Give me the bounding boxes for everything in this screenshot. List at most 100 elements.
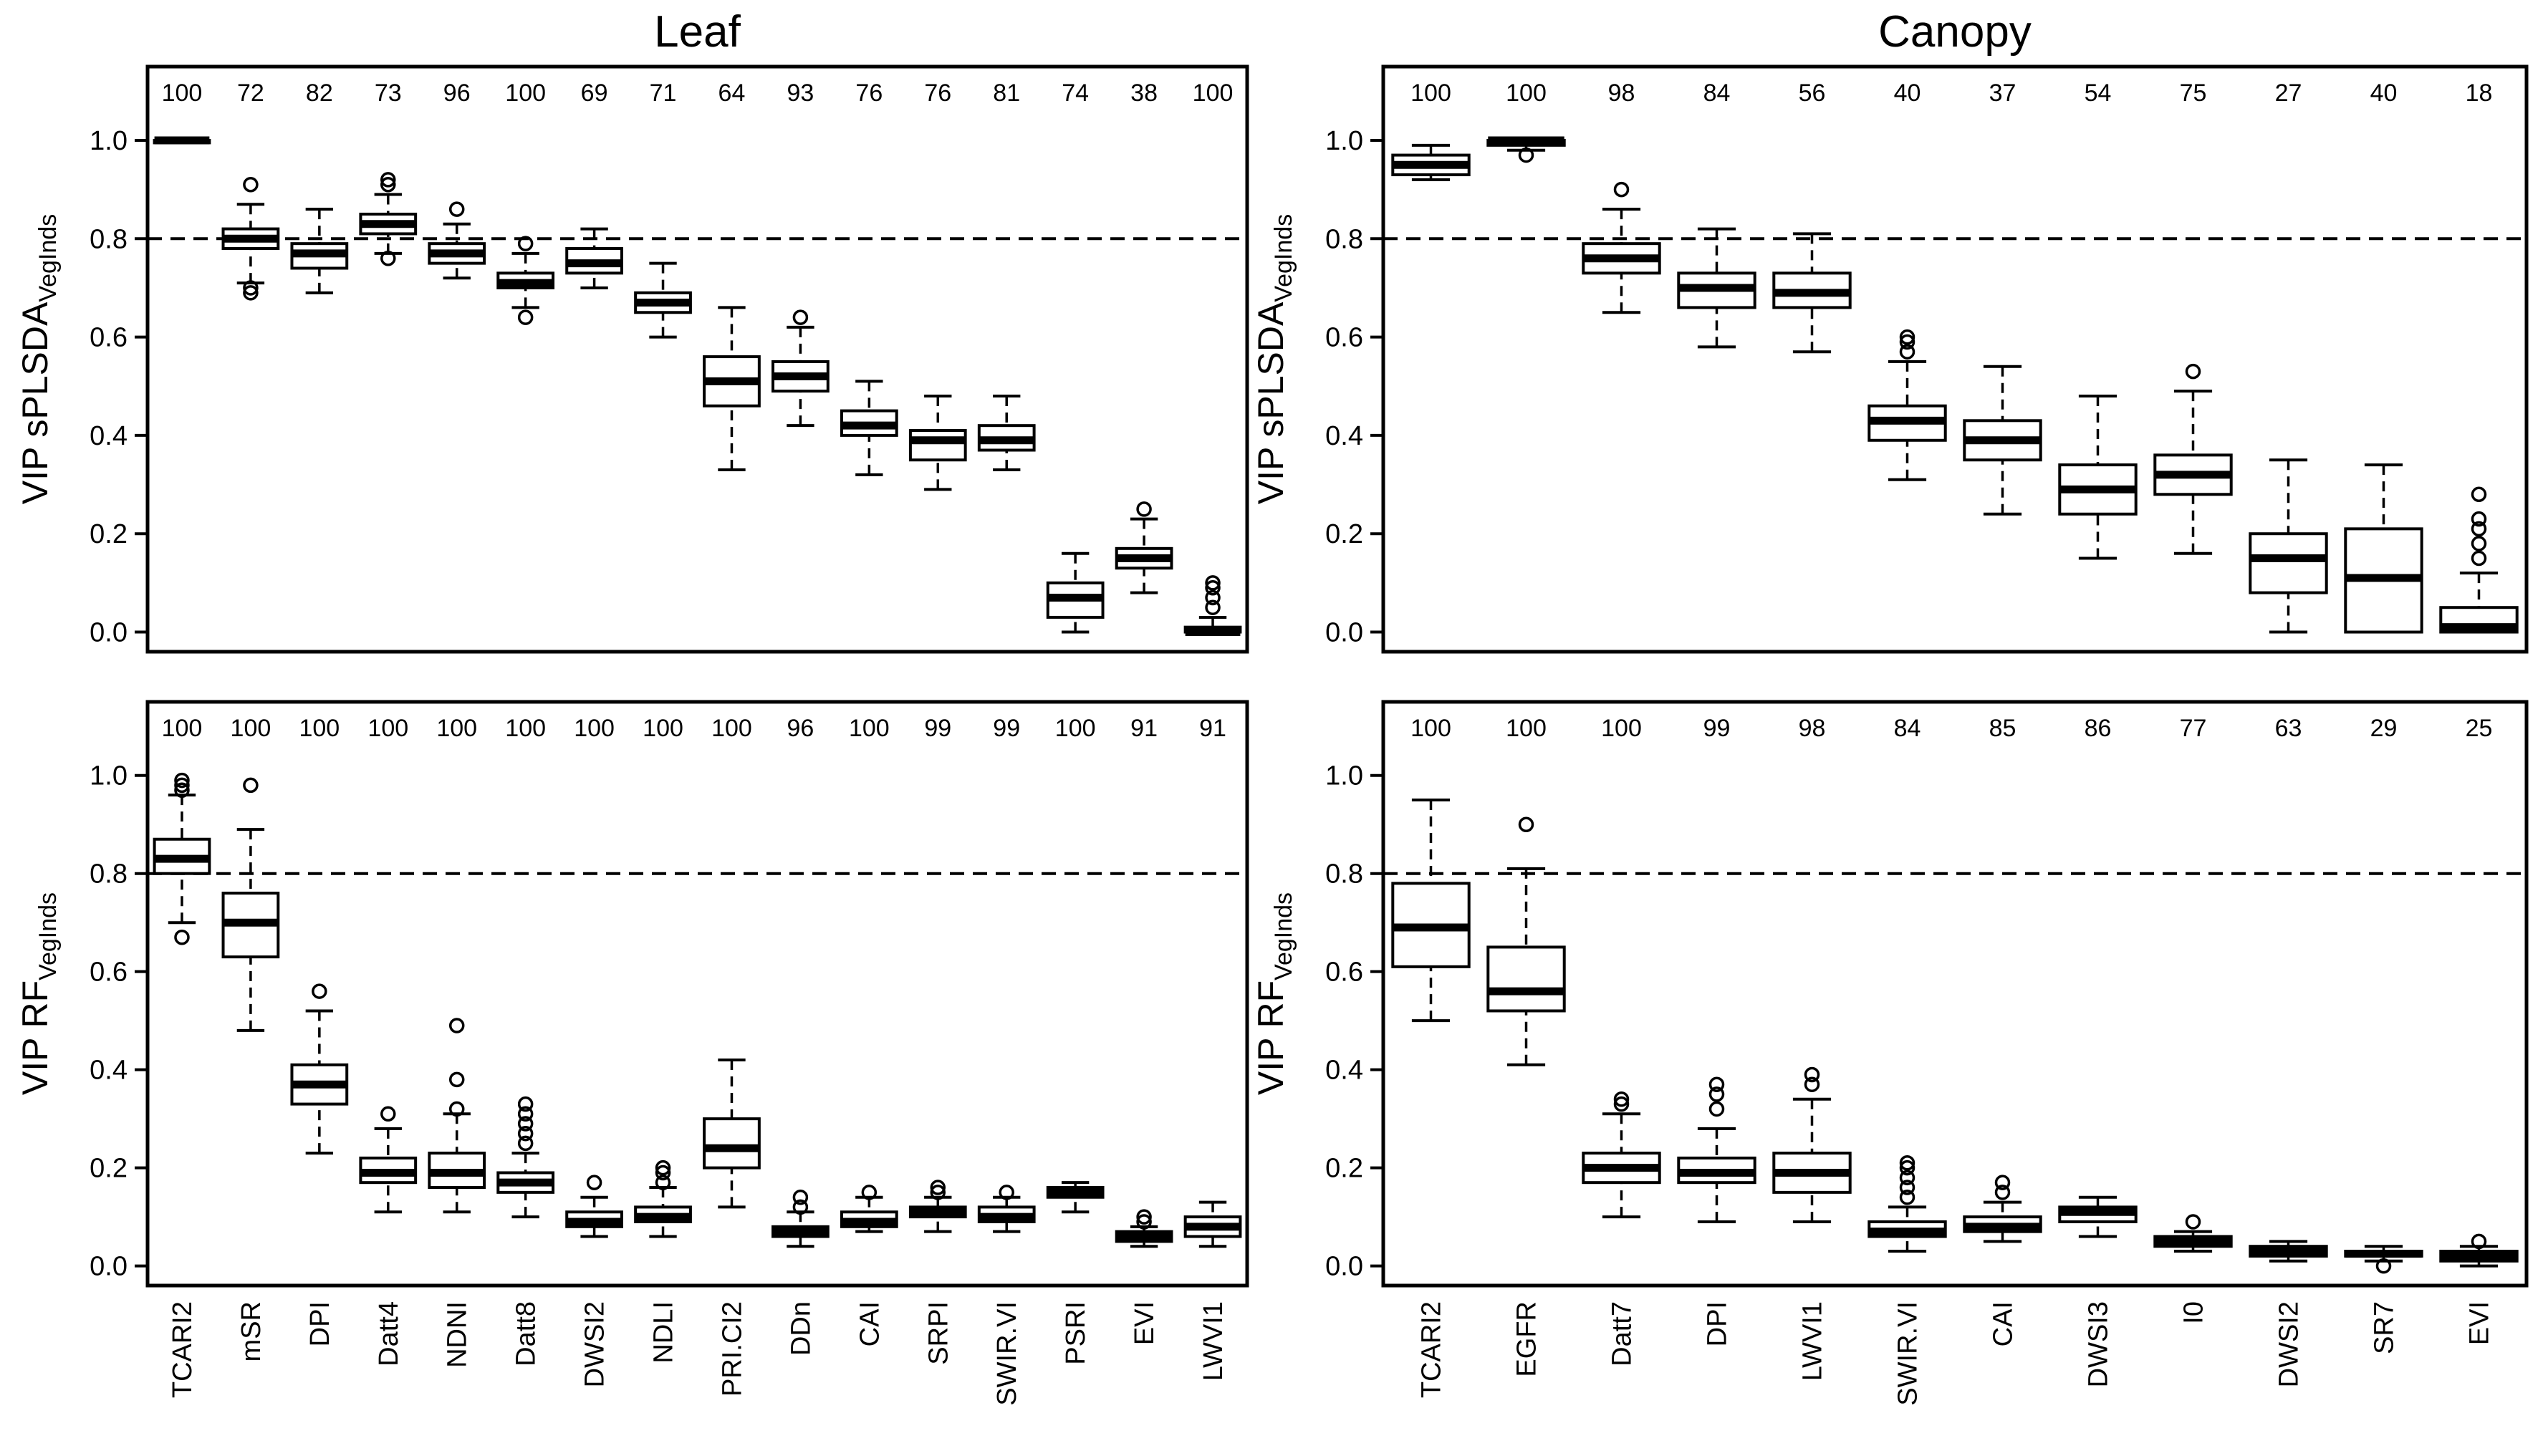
y-tick-label: 0.0	[1325, 618, 1363, 648]
x-tick-label: TCARI2	[1417, 1301, 1447, 1398]
count-label: 99	[1703, 715, 1731, 742]
count-label: 81	[993, 79, 1020, 107]
x-tick-label: I0	[2179, 1301, 2209, 1324]
outlier	[1708, 1076, 1725, 1092]
x-tick-label: SR7	[2370, 1301, 2400, 1354]
y-axis-label: VIP sPLSDAVegInds	[15, 214, 62, 504]
y-axis-label-main: VIP sPLSDA	[15, 302, 55, 504]
count-label: 100	[299, 715, 340, 742]
count-label: 98	[1799, 715, 1826, 742]
outlier	[517, 236, 534, 251]
y-axis-label-main: VIP RF	[1251, 980, 1291, 1095]
y-tick-label: 0.6	[90, 958, 128, 988]
outlier	[517, 1116, 534, 1132]
count-label: 91	[1199, 715, 1226, 742]
x-tick-label: DDn	[786, 1301, 816, 1356]
x-tick-label: Datt8	[511, 1301, 542, 1366]
outlier	[1994, 1185, 2011, 1200]
plot-frame	[1381, 700, 2529, 1288]
x-tick-label: DPI	[1703, 1301, 1733, 1346]
outlier	[1899, 1189, 1915, 1205]
x-tick-label: mSR	[236, 1301, 266, 1361]
count-label: 76	[924, 79, 951, 107]
count-label: 40	[1894, 79, 1921, 107]
count-label: 100	[1601, 715, 1642, 742]
y-tick-label: 0.6	[1325, 323, 1363, 353]
count-label: 63	[2275, 715, 2302, 742]
x-tick-label: CAI	[855, 1301, 885, 1346]
count-label: 75	[2180, 79, 2207, 107]
outlier	[448, 1071, 465, 1088]
outlier	[243, 177, 259, 193]
y-tick-label: 0.8	[90, 859, 128, 889]
y-tick-label: 1.0	[1325, 761, 1363, 791]
outlier	[1899, 334, 1915, 350]
x-tick-label: EGFR	[1512, 1301, 1542, 1377]
outlier	[2185, 1214, 2201, 1230]
y-tick-label: 0.2	[1325, 519, 1363, 549]
outlier	[1205, 575, 1221, 591]
count-label: 96	[787, 715, 814, 742]
x-tick-label: LWVI1	[1198, 1301, 1229, 1381]
outlier	[243, 285, 259, 301]
count-label: 91	[1130, 715, 1158, 742]
count-label: 54	[2085, 79, 2112, 107]
x-tick-label: TCARI2	[168, 1301, 198, 1398]
count-label: 100	[1193, 79, 1234, 107]
count-label: 100	[367, 715, 408, 742]
y-tick-label: 0.2	[90, 519, 128, 549]
y-tick-label: 0.0	[90, 1252, 128, 1282]
y-axis-label: VIP RFVegInds	[1251, 892, 1297, 1095]
outlier	[1205, 589, 1221, 606]
x-tick-label: PSRI	[1061, 1301, 1091, 1365]
outlier	[1899, 329, 1915, 345]
outlier	[174, 777, 190, 794]
box	[2249, 532, 2328, 594]
outlier	[1804, 1076, 1820, 1092]
y-tick-label: 1.0	[90, 761, 128, 791]
x-tick-label: DWSI2	[2274, 1301, 2304, 1387]
x-tick-label: DPI	[305, 1301, 335, 1346]
count-label: 69	[581, 79, 608, 107]
outlier	[1518, 147, 1534, 163]
count-label: 100	[849, 715, 890, 742]
y-tick-label: 1.0	[1325, 126, 1363, 156]
x-tick-label: CAI	[1989, 1301, 2019, 1346]
outlier	[243, 280, 259, 296]
outlier	[1899, 344, 1915, 360]
outlier	[792, 1189, 809, 1205]
count-label: 100	[1410, 715, 1451, 742]
outlier	[1899, 1155, 1915, 1171]
y-axis-label-sub: VegInds	[34, 892, 62, 980]
y-tick-label: 0.4	[1325, 421, 1363, 451]
count-label: 29	[2370, 715, 2398, 742]
count-label: 38	[1130, 79, 1158, 107]
outlier	[380, 1106, 396, 1122]
count-label: 64	[718, 79, 746, 107]
y-axis-label: VIP sPLSDAVegInds	[1251, 214, 1297, 504]
x-tick-label: Datt4	[374, 1301, 404, 1366]
count-label: 100	[436, 715, 477, 742]
count-label: 100	[711, 715, 752, 742]
outlier	[2471, 486, 2487, 503]
outlier	[174, 772, 190, 789]
outlier	[448, 1018, 465, 1033]
x-tick-label: Datt7	[1607, 1301, 1638, 1366]
outlier	[517, 1135, 534, 1152]
count-label: 99	[924, 715, 951, 742]
count-label: 18	[2466, 79, 2493, 107]
outlier	[2375, 1258, 2392, 1274]
y-axis-label-sub: VegInds	[1270, 892, 1297, 980]
outlier	[861, 1185, 878, 1200]
outlier	[586, 1175, 602, 1190]
x-tick-label: SWIR.VI	[992, 1301, 1022, 1406]
x-tick-label: EVI	[1130, 1301, 1160, 1345]
outlier	[1518, 816, 1534, 832]
outlier	[380, 177, 396, 193]
count-label: 85	[1989, 715, 2016, 742]
count-label: 27	[2275, 79, 2302, 107]
outlier	[1136, 501, 1152, 517]
count-label: 93	[787, 79, 814, 107]
plot-frame	[1381, 64, 2529, 654]
outlier	[2471, 521, 2487, 537]
